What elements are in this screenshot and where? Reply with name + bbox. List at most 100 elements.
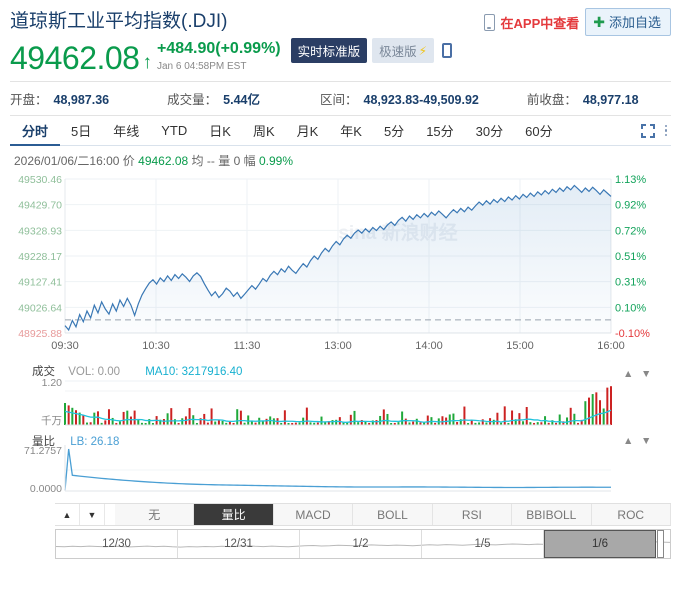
svg-text:49127.41: 49127.41 [18,277,62,289]
svg-text:71.2757: 71.2757 [24,445,62,457]
indicator-tab-boll[interactable]: BOLL [353,504,433,525]
mode-badges: 实时标准版 极速版 ⚡ [290,38,453,63]
stat-volume: 成交量： 5.44亿 [167,89,260,108]
indicator-tab-row: ▲ ▼ 无 量比 MACD BOLL RSI BBIBOLL ROC [55,503,671,526]
price-row: 49462.08 ↑ +484.90(+0.99%) Jan 6 04:58PM… [10,38,671,74]
date-range-scrollbar[interactable]: 12/30 12/31 1/2 1/5 1/6 [55,529,671,559]
svg-text:49026.64: 49026.64 [18,302,62,314]
fullscreen-icon[interactable] [640,123,655,138]
stat-volume-label: 成交量： [167,93,218,107]
lb-header: 量比 LB: 26.18 [32,433,119,449]
view-in-app-link[interactable]: 在APP中查看 [500,15,580,31]
svg-text:▼: ▼ [641,368,651,380]
tab-monthk[interactable]: 月K [296,124,319,139]
svg-text:15:00: 15:00 [506,340,534,352]
price-chart[interactable]: 49530.46 1.13% 49429.70 0.92% 49328.93 0.72% 4… [10,171,671,371]
date-nav-cell-106-selected[interactable]: 1/6 [544,530,656,558]
badge-fast-mode[interactable]: 极速版 ⚡ [372,38,435,63]
tab-5min[interactable]: 5分 [383,124,405,139]
svg-text:▲: ▲ [623,435,633,447]
more-options-icon[interactable] [664,124,667,137]
info-amp-label: 幅 [243,154,256,168]
svg-text:49228.17: 49228.17 [18,251,62,263]
svg-text:49530.46: 49530.46 [18,174,62,186]
stat-open-value: 48,987.36 [53,93,110,107]
svg-text:09:30: 09:30 [51,340,79,352]
info-price-value: 49462.08 [138,154,189,168]
indicator-tab-bbiboll[interactable]: BBIBOLL [512,504,592,525]
indicator-prev-button[interactable]: ▲ [55,504,80,525]
mobile-phone-icon [483,13,495,31]
stat-prev-close-label: 前收盘： [526,93,577,107]
svg-text:16:00: 16:00 [597,340,625,352]
svg-text:0.72%: 0.72% [615,225,646,237]
stat-volume-value: 5.44亿 [223,93,260,107]
mobile-view-icon[interactable] [442,43,453,58]
svg-text:0.10%: 0.10% [615,302,646,314]
lb-chart[interactable]: 71.2757 0.0000 ▲ ▼ [10,433,671,501]
price-change: +484.90(+0.99%) [156,39,281,57]
stat-prev-close-value: 48,977.18 [582,93,639,107]
svg-text:0.92%: 0.92% [615,200,646,212]
page-title: 道琼斯工业平均指数(.DJI) [10,11,228,32]
indicator-tab-rsi[interactable]: RSI [432,504,513,525]
tab-yeark[interactable]: 年K [340,124,362,139]
volume-header: 成交 VOL: 0.00 MA10: 3217916.40 [32,363,242,379]
chart-period-tabs: 分时 5日 年线 YTD 日K 周K 月K 年K 5分 15分 30分 60分 [10,116,671,146]
svg-text:0.0000: 0.0000 [30,483,62,495]
date-nav-cell-105[interactable]: 1/5 [422,530,544,558]
date-nav-resize-handle[interactable] [657,530,664,558]
crosshair-info-line: 2026/01/06/二16:00 价 49462.08 均 -- 量 0 幅 … [14,152,671,169]
lb-panel-name: 量比 [32,436,55,448]
indicator-tab-lb[interactable]: 量比 [194,504,274,525]
tab-15min[interactable]: 15分 [426,124,454,139]
svg-text:10:30: 10:30 [142,340,170,352]
date-nav-cell-102[interactable]: 1/2 [300,530,422,558]
tab-yearline[interactable]: 年线 [113,124,140,139]
info-avg-value: -- [206,154,215,168]
stat-open-label: 开盘： [10,93,48,107]
indicator-tab-macd[interactable]: MACD [273,504,354,525]
indicator-next-button[interactable]: ▼ [80,504,105,525]
info-avg-label: 均 [191,154,204,168]
tab-weekk[interactable]: 周K [252,124,275,139]
plus-icon: ✚ [593,13,605,30]
chart-container: 49530.46 1.13% 49429.70 0.92% 49328.93 0.72% 4… [10,171,671,371]
tab-30min[interactable]: 30分 [475,124,504,139]
chart-tools [640,116,672,145]
volume-chart[interactable]: 1.20 千万 ▲ ▼ [10,363,671,435]
tab-dayk[interactable]: 日K [209,124,231,139]
stat-open: 开盘： 48,987.36 [10,89,109,108]
tab-5day[interactable]: 5日 [71,124,92,139]
svg-text:0.51%: 0.51% [615,251,646,263]
tab-fenshi[interactable]: 分时 [10,116,61,146]
stat-range-value: 48,923.83-49,509.92 [363,93,479,107]
add-to-watchlist-button[interactable]: ✚ 添加自选 [585,8,671,36]
svg-text:1.20: 1.20 [42,377,63,389]
badge-fast-label: 极速版 [379,45,417,59]
volume-panel-name: 成交 [32,366,55,378]
tab-ytd[interactable]: YTD [161,123,188,138]
header-top-row: 道琼斯工业平均指数(.DJI) 在APP中查看 ✚ 添加自选 [10,6,671,36]
stat-prev-close: 前收盘： 48,977.18 [527,89,639,108]
page-header: 道琼斯工业平均指数(.DJI) 在APP中查看 ✚ 添加自选 49462.08 … [0,0,681,74]
quote-timestamp: Jan 6 04:58PM EST [156,61,247,72]
date-nav-cell-1231[interactable]: 12/31 [178,530,300,558]
info-price-label: 价 [122,154,135,168]
badge-realtime-standard[interactable]: 实时标准版 [290,38,368,63]
quote-stats-row: 开盘： 48,987.36 成交量： 5.44亿 区间： 48,923.83-4… [10,81,671,116]
tab-60min[interactable]: 60分 [525,124,553,139]
info-vol-value: 0 [233,154,241,168]
header-actions: 在APP中查看 ✚ 添加自选 [483,6,671,36]
svg-text:48925.88: 48925.88 [18,328,62,340]
indicator-tab-none[interactable]: 无 [115,504,195,525]
stat-range: 区间： 48,923.83-49,509.92 [320,89,479,108]
current-price: 49462.08 [10,40,140,76]
indicator-tab-roc[interactable]: ROC [591,504,671,525]
date-nav-cell-1230[interactable]: 12/30 [56,530,178,558]
volume-container: 成交 VOL: 0.00 MA10: 3217916.40 1.20 千万 ▲ ▼ [10,363,671,435]
volume-vol-label: VOL: 0.00 [68,366,120,378]
trend-up-arrow-icon: ↑ [142,52,152,73]
stat-range-label: 区间： [319,93,358,107]
svg-text:49328.93: 49328.93 [18,225,62,237]
